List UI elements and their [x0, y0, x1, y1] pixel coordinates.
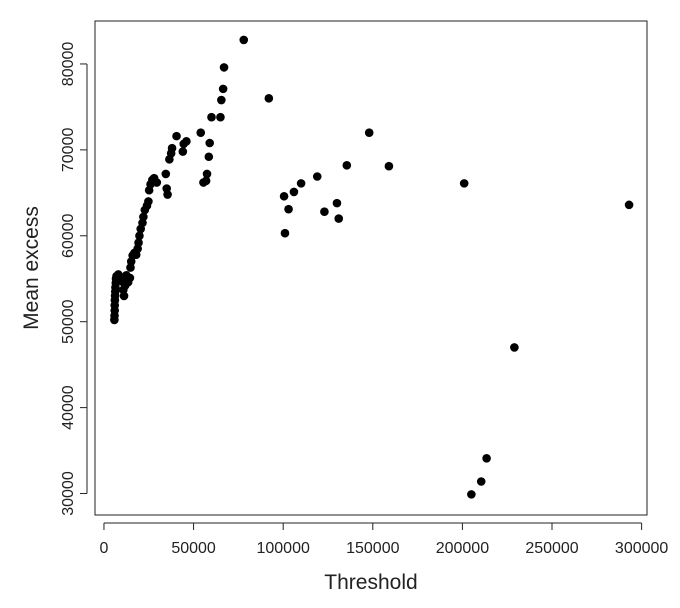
data-point [289, 187, 299, 197]
data-point [459, 179, 469, 188]
data-point [125, 273, 135, 283]
scatter-points [110, 35, 634, 499]
x-tick-label: 50000 [171, 540, 216, 557]
data-point [167, 143, 177, 153]
x-tick-label: 200000 [436, 540, 489, 557]
data-point [139, 212, 148, 222]
y-tick-label: 50000 [60, 299, 77, 344]
data-point [364, 128, 374, 137]
data-point [144, 197, 153, 206]
data-point [161, 169, 171, 179]
data-point [384, 161, 394, 171]
x-tick-label: 250000 [525, 540, 578, 557]
data-point [296, 179, 306, 188]
data-point [219, 63, 229, 72]
data-point [332, 198, 342, 208]
data-point [624, 200, 634, 210]
data-point [201, 176, 211, 186]
x-tick-label: 300000 [615, 540, 668, 557]
y-tick-label: 30000 [60, 471, 77, 516]
x-axis: 0 50000 100000 150000 200000 250000 300000 [100, 522, 668, 557]
data-point [172, 131, 181, 141]
data-point [178, 147, 188, 156]
data-point [196, 128, 206, 137]
x-axis-title: Threshold [324, 571, 417, 594]
data-point [204, 152, 214, 162]
y-tick-label: 40000 [60, 385, 77, 430]
data-point [217, 95, 226, 105]
data-point [312, 172, 322, 181]
y-tick-label: 60000 [60, 213, 77, 258]
data-point [280, 228, 290, 238]
data-point [239, 35, 249, 45]
data-point [476, 477, 486, 486]
data-point [135, 231, 144, 241]
y-axis-title: Mean excess [20, 206, 43, 330]
data-point [205, 138, 215, 148]
data-point [284, 204, 293, 214]
y-axis: 30000 40000 50000 60000 70000 80000 [60, 42, 88, 516]
data-point [119, 291, 129, 301]
x-tick-label: 150000 [346, 540, 399, 557]
data-point [216, 112, 225, 122]
data-point [163, 190, 172, 199]
data-point [320, 207, 329, 217]
data-point [279, 191, 289, 201]
data-point [482, 453, 491, 463]
data-point [202, 169, 212, 179]
data-point [152, 178, 162, 187]
x-tick-label: 100000 [256, 540, 309, 557]
data-point [264, 94, 274, 103]
data-point [334, 214, 344, 223]
x-tick-label: 0 [100, 540, 109, 557]
data-point [207, 112, 216, 122]
y-tick-label: 70000 [60, 128, 77, 173]
plot-frame [94, 20, 648, 516]
data-point [510, 343, 519, 352]
data-point [134, 238, 143, 247]
y-tick-label: 80000 [60, 42, 77, 87]
data-point [467, 490, 476, 499]
data-point [182, 136, 191, 146]
data-point [218, 84, 228, 94]
data-point [342, 161, 352, 170]
